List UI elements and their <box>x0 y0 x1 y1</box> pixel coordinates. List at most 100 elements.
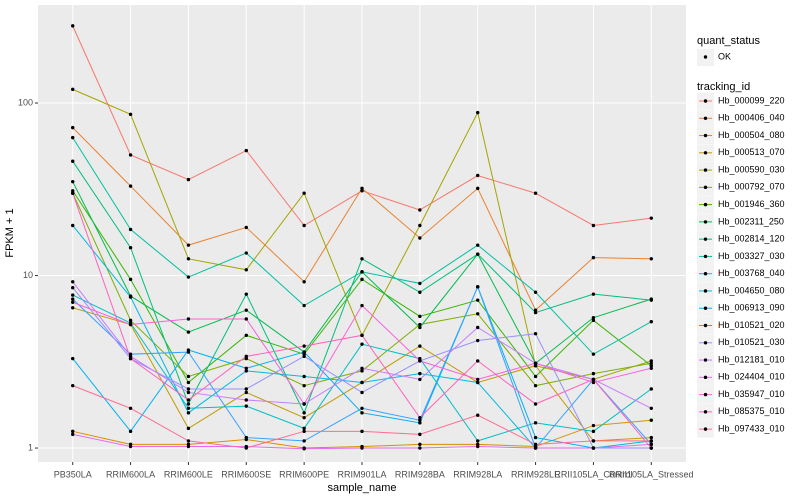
data-point <box>418 446 422 450</box>
data-point <box>418 415 422 420</box>
data-point <box>302 374 306 379</box>
data-point <box>244 354 248 359</box>
data-point <box>533 374 538 379</box>
legend-label: Hb_000792_070 <box>718 182 785 192</box>
data-point <box>302 383 306 388</box>
data-point <box>533 421 538 425</box>
data-point <box>186 411 191 415</box>
data-point <box>71 297 75 301</box>
data-point <box>476 439 480 443</box>
data-point <box>302 354 306 359</box>
legend-dot <box>703 341 708 345</box>
data-point <box>244 387 248 391</box>
data-point <box>360 333 364 338</box>
data-point <box>649 361 653 365</box>
x-tick-label: RRIM600PE <box>279 469 329 479</box>
data-point <box>186 317 191 321</box>
data-point <box>649 446 653 450</box>
x-axis-title: sample_name <box>327 482 396 494</box>
data-point <box>476 252 480 256</box>
data-point <box>128 318 133 323</box>
data-point <box>186 390 191 395</box>
legend-dot <box>703 427 708 431</box>
data-point <box>128 153 133 157</box>
x-tick-label: RRIM901LA <box>337 469 386 479</box>
data-point <box>71 300 75 304</box>
data-point <box>591 352 596 356</box>
data-point <box>533 446 538 450</box>
x-tick-label: RRII105LA_Stressed <box>609 469 694 479</box>
legend-label: Hb_035947_010 <box>718 389 785 399</box>
data-point <box>186 330 191 334</box>
data-point <box>476 110 480 115</box>
legend-dot <box>703 202 708 207</box>
data-point <box>476 444 480 449</box>
data-point <box>649 442 653 447</box>
data-point <box>360 270 364 274</box>
data-point <box>649 418 653 422</box>
data-point <box>71 87 75 92</box>
data-point <box>186 177 191 182</box>
data-point <box>302 447 306 451</box>
x-tick-label: RRIM928LE <box>511 469 560 479</box>
data-point <box>418 442 422 447</box>
legend-dot <box>703 185 708 190</box>
legend-dot <box>703 168 708 172</box>
legend-dot <box>703 392 708 397</box>
legend-title: tracking_id <box>697 81 750 93</box>
data-point <box>476 325 480 330</box>
data-point <box>649 435 653 440</box>
legend-label: Hb_010521_020 <box>718 320 785 330</box>
data-point <box>302 429 306 434</box>
data-point <box>71 383 75 388</box>
data-point <box>360 406 364 410</box>
data-point <box>302 411 306 415</box>
data-point <box>186 380 191 385</box>
data-point <box>591 255 596 260</box>
data-point <box>302 303 306 308</box>
legend-dot <box>703 410 708 414</box>
data-point <box>360 390 364 395</box>
data-point <box>128 322 133 327</box>
data-point <box>71 356 75 361</box>
data-point <box>649 298 653 302</box>
data-point <box>360 429 364 434</box>
data-point <box>244 333 248 338</box>
legend-label: OK <box>718 51 731 61</box>
legend-label: Hb_000590_030 <box>718 164 785 174</box>
data-point <box>128 227 133 232</box>
data-point <box>71 432 75 437</box>
data-point <box>71 286 75 290</box>
data-point <box>591 446 596 450</box>
data-point <box>418 281 422 286</box>
x-tick-label: RRIM600SE <box>221 469 271 479</box>
data-point <box>302 402 306 406</box>
data-point <box>591 223 596 228</box>
legend-label: Hb_000504_080 <box>718 130 785 140</box>
data-point <box>71 306 75 310</box>
data-point <box>71 280 75 284</box>
data-point <box>476 377 480 382</box>
data-point <box>71 135 75 140</box>
data-point <box>244 148 248 153</box>
data-point <box>533 383 538 388</box>
data-point <box>244 268 248 272</box>
data-point <box>649 366 653 370</box>
legend-label: Hb_024404_010 <box>718 372 785 382</box>
data-point <box>244 390 248 395</box>
data-point <box>476 380 480 385</box>
data-point <box>244 251 248 255</box>
legend-dot <box>703 323 708 328</box>
data-point <box>360 277 364 282</box>
data-point <box>360 303 364 308</box>
data-point <box>591 377 596 382</box>
legend-dot <box>703 272 708 276</box>
data-point <box>128 277 133 282</box>
y-tick-label: 10 <box>23 270 33 280</box>
data-point <box>476 243 480 247</box>
data-point <box>302 223 306 228</box>
legend-dot <box>703 254 708 259</box>
data-point <box>128 356 133 361</box>
data-point <box>476 312 480 316</box>
data-point <box>302 191 306 195</box>
